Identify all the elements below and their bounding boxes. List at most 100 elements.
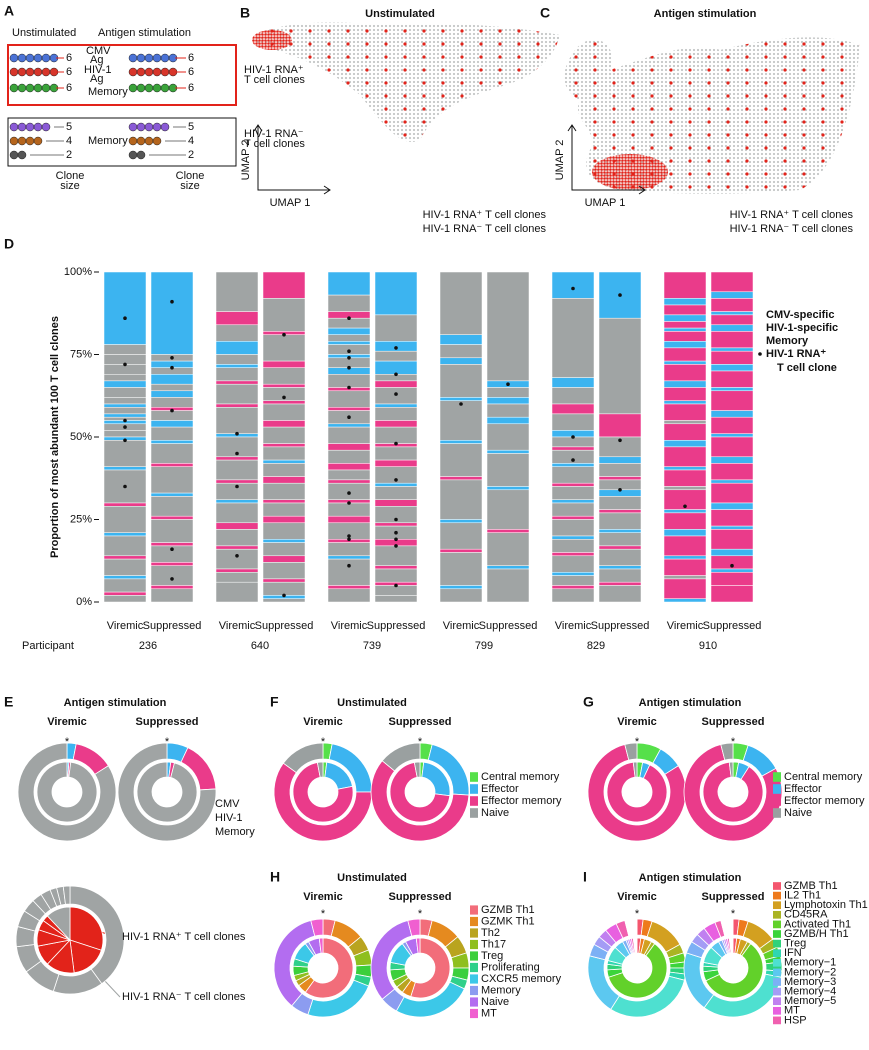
legend-swatch [470,997,478,1007]
legend-label: CMV-specific [766,309,834,321]
cell-icon [25,67,35,77]
cell-icon [144,67,154,77]
x-tick-label: Suppressed [479,620,538,632]
clone-segment [598,529,642,533]
clone-segment [374,407,418,421]
legend-label: MT [784,1005,800,1017]
hiv-rna-positive-marker [170,577,174,581]
clone-segment [663,558,707,576]
clone-segment [150,562,194,566]
clone-size: 5 [66,121,72,133]
clone-segment [551,413,595,431]
cell-icon [136,83,146,93]
clone-segment [710,387,754,392]
clone-segment [710,456,754,464]
clone-segment [103,413,147,418]
donut-segment [607,943,668,999]
hiv-rna-positive-marker [123,418,127,423]
legend-label: Treg [784,938,806,950]
legend-label: Effector memory [481,795,562,807]
clone-segment [598,496,642,510]
significance-star: * [321,736,326,748]
pie-title: Viremic [303,891,343,903]
legend-swatch [773,772,781,782]
clone-segment [486,423,530,451]
legend-label: Activated Th1 [784,918,851,930]
clone-segment [663,400,707,405]
umap-c-cloud [564,37,860,194]
clone-segment [551,486,595,500]
clone-segment [551,463,595,467]
donut-segment [587,744,687,842]
clone-segment [710,525,754,530]
clone-segment [551,466,595,484]
legend-label: Memory−3 [784,976,836,988]
donut-segment [389,762,451,823]
clone-segment [103,440,147,467]
clone-segment [439,364,483,398]
clone-segment [327,294,371,312]
cell-icon [33,136,43,146]
legend-label: Th17 [481,938,506,950]
clone-segment [150,515,194,520]
clone-segment [663,331,707,342]
clone-segment [663,298,707,306]
legend-swatch [773,796,781,806]
donut-segment [370,760,470,842]
legend-swatch [470,962,478,973]
x-tick-label: Viremic [331,620,368,632]
hiv-rna-positive-marker [347,365,351,370]
clone-segment [374,360,418,375]
legend-label: CMV [215,798,240,810]
cell-icon [33,122,43,132]
cell-icon [33,83,43,93]
clone-segment [663,469,707,487]
clone-segment [150,443,194,464]
cell-icon [160,122,170,132]
panel-letter: A [4,3,14,19]
clone-segment [103,595,147,603]
clone-segment [374,499,418,507]
clone-segment [215,341,259,355]
clone-segment [551,519,595,537]
clone-segment [710,291,754,299]
hiv-rna-positive-marker [394,544,398,548]
clone-segment [103,387,147,398]
clone-segment [710,433,754,438]
clone-segment [551,482,595,487]
hiv-rna-positive-marker [347,415,351,420]
clone-segment [215,529,259,547]
schematic-label: Ag [90,73,103,85]
schematic-label: Memory [88,86,128,98]
clone-segment [486,489,530,530]
hiv-rna-positive-marker [571,286,575,291]
hiv-rna-positive-marker [618,488,622,492]
legend-label: CXCR5 memory [481,973,562,985]
legend-label: Treg [481,950,503,962]
significance-star: * [418,908,423,920]
clone-segment [439,479,483,520]
clone-segment [327,423,371,428]
clone-segment [327,374,371,388]
clone-segment [374,420,418,428]
panel-letter: B [240,5,250,21]
cell-icon [152,83,162,93]
clone-segment [327,469,371,481]
clone-segment [374,314,418,342]
hiv-rna-positive-marker [170,299,174,304]
clone-segment [710,502,754,510]
clone-segment [215,364,259,368]
panel-title: Antigen stimulation [64,697,167,709]
clone-segment [150,466,194,494]
clone-size: 6 [188,52,194,64]
clone-segment [710,463,754,481]
y-tick-label: 25% [70,513,92,525]
hiv-rna-positive-marker [394,441,398,446]
clone-segment [262,426,306,444]
clone-segment [710,585,754,603]
clone-segment [710,347,754,352]
y-tick-label: 50% [70,431,92,443]
clone-segment [262,542,306,557]
clone-size: 6 [188,82,194,94]
schematic-boxes [7,44,237,167]
